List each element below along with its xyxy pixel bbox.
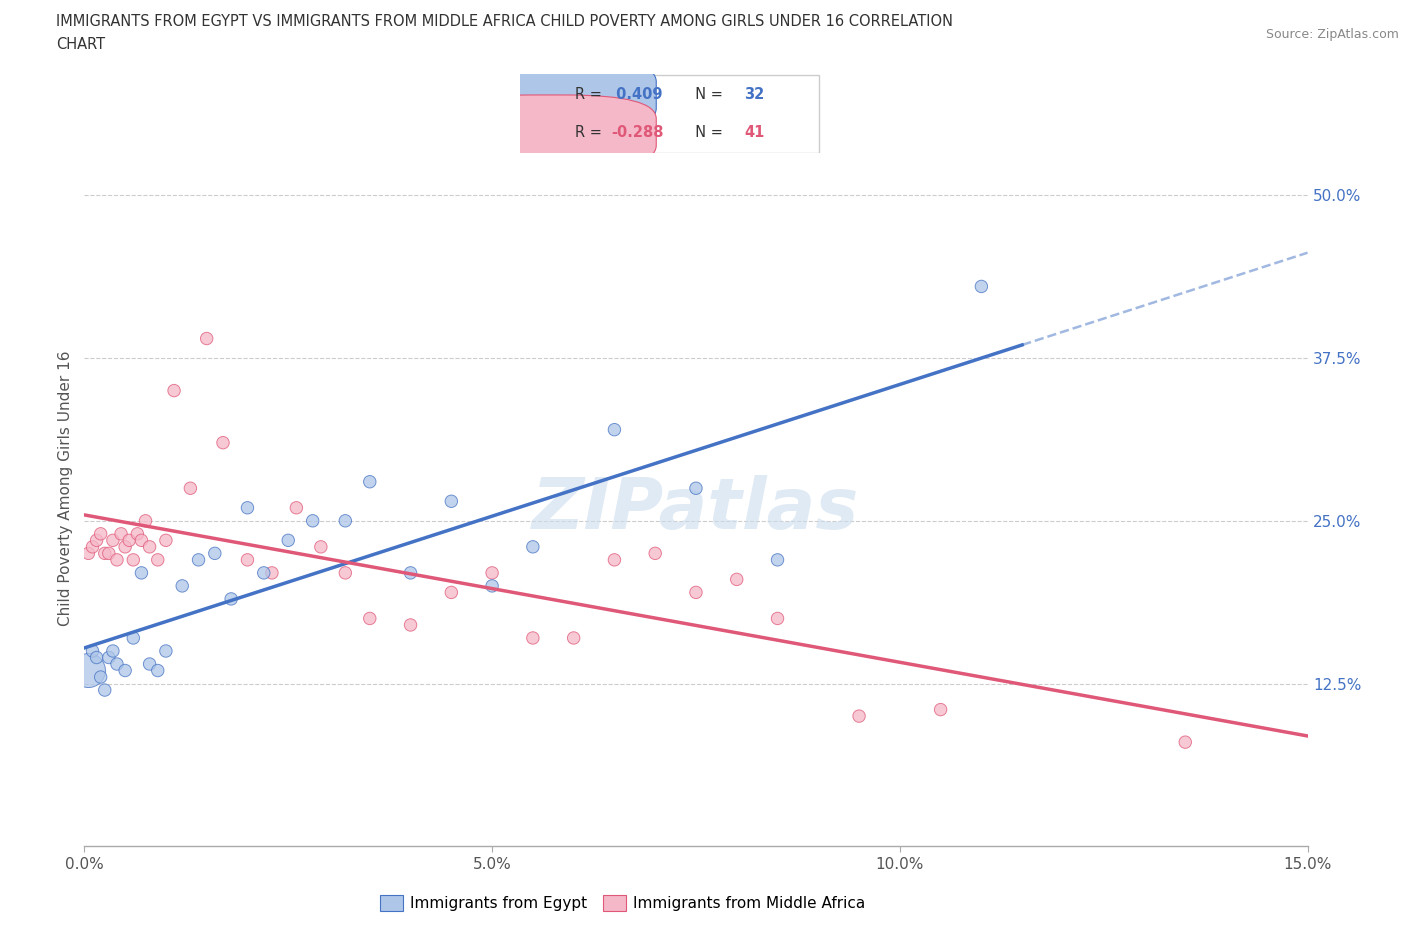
Point [114, 539, 136, 554]
Text: N =: N = [686, 87, 728, 102]
Point [522, 539, 544, 554]
Point [110, 526, 132, 541]
Point [603, 552, 626, 567]
Point [77, 663, 100, 678]
Point [603, 422, 626, 437]
Point [155, 644, 177, 658]
Point [440, 494, 463, 509]
Point [236, 552, 259, 567]
Point [155, 533, 177, 548]
Point [359, 611, 381, 626]
Point [172, 578, 194, 593]
Point [725, 572, 748, 587]
Text: Source: ZipAtlas.com: Source: ZipAtlas.com [1265, 28, 1399, 41]
Point [138, 539, 160, 554]
Point [146, 552, 169, 567]
Point [335, 513, 357, 528]
Text: ZIPatlas: ZIPatlas [533, 475, 859, 544]
FancyBboxPatch shape [441, 58, 657, 132]
Point [848, 709, 870, 724]
Point [97, 650, 120, 665]
Text: 32: 32 [744, 87, 765, 102]
Point [481, 578, 503, 593]
Text: -0.288: -0.288 [612, 125, 664, 140]
Point [277, 533, 299, 548]
Point [90, 670, 112, 684]
Point [522, 631, 544, 645]
Point [138, 657, 160, 671]
Point [101, 533, 124, 548]
Point [481, 565, 503, 580]
Point [301, 513, 323, 528]
Point [562, 631, 585, 645]
Point [970, 279, 993, 294]
Point [187, 552, 209, 567]
Point [90, 526, 112, 541]
Y-axis label: Child Poverty Among Girls Under 16: Child Poverty Among Girls Under 16 [58, 351, 73, 626]
Point [131, 565, 153, 580]
Text: 41: 41 [744, 125, 765, 140]
Point [114, 663, 136, 678]
Point [82, 644, 104, 658]
Text: R =: R = [575, 125, 606, 140]
Point [359, 474, 381, 489]
Point [219, 591, 242, 606]
Legend: Immigrants from Egypt, Immigrants from Middle Africa: Immigrants from Egypt, Immigrants from M… [374, 889, 872, 917]
Point [236, 500, 259, 515]
Point [127, 526, 149, 541]
Point [135, 513, 157, 528]
Point [131, 533, 153, 548]
Point [440, 585, 463, 600]
Point [86, 533, 108, 548]
Point [335, 565, 357, 580]
Point [97, 546, 120, 561]
Point [122, 631, 145, 645]
Point [86, 650, 108, 665]
Point [260, 565, 283, 580]
Text: IMMIGRANTS FROM EGYPT VS IMMIGRANTS FROM MIDDLE AFRICA CHILD POVERTY AMONG GIRLS: IMMIGRANTS FROM EGYPT VS IMMIGRANTS FROM… [56, 14, 953, 29]
Text: R =: R = [575, 87, 606, 102]
FancyBboxPatch shape [441, 95, 657, 169]
Point [766, 552, 789, 567]
Point [685, 481, 707, 496]
Point [309, 539, 332, 554]
Point [82, 539, 104, 554]
Point [399, 618, 422, 632]
Text: CHART: CHART [56, 37, 105, 52]
Point [195, 331, 218, 346]
Point [105, 657, 128, 671]
Point [93, 546, 117, 561]
Point [253, 565, 276, 580]
Point [77, 546, 100, 561]
Point [644, 546, 666, 561]
Point [685, 585, 707, 600]
Point [179, 481, 201, 496]
Point [118, 533, 141, 548]
Text: 0.409: 0.409 [612, 87, 662, 102]
Point [204, 546, 226, 561]
Point [399, 565, 422, 580]
Text: N =: N = [686, 125, 728, 140]
Point [1174, 735, 1197, 750]
Point [122, 552, 145, 567]
Point [766, 611, 789, 626]
Point [212, 435, 235, 450]
FancyBboxPatch shape [523, 75, 820, 153]
Point [285, 500, 308, 515]
Point [163, 383, 186, 398]
Point [105, 552, 128, 567]
Point [929, 702, 952, 717]
Point [93, 683, 117, 698]
Point [146, 663, 169, 678]
Point [101, 644, 124, 658]
